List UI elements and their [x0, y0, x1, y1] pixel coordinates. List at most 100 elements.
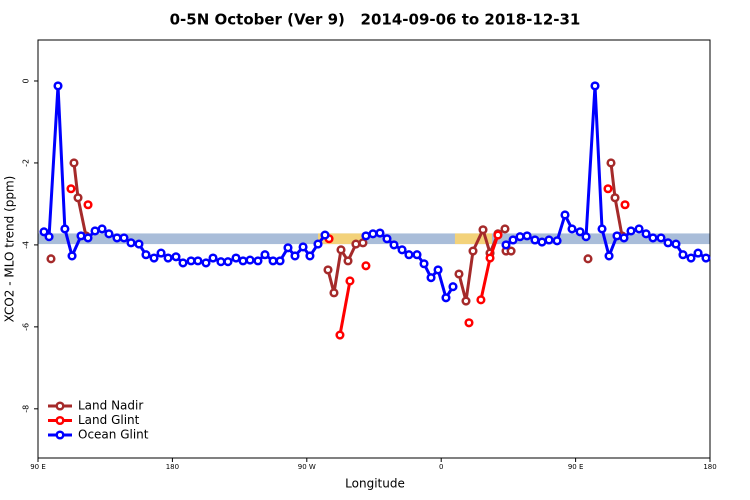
data-point [46, 254, 56, 264]
x-tick-label: 180 [703, 463, 716, 471]
data-point [419, 259, 429, 269]
data-point [66, 184, 76, 194]
data-point [39, 227, 49, 237]
data-point [73, 193, 83, 203]
data-point [336, 245, 346, 255]
data-point [663, 238, 673, 248]
x-tick-label: 90 E [30, 463, 46, 471]
coverage-band [454, 233, 492, 245]
data-point [506, 246, 516, 256]
data-point [53, 81, 63, 91]
data-point [97, 224, 107, 234]
data-point [441, 293, 451, 303]
data-point [208, 253, 218, 263]
data-point [216, 257, 226, 267]
x-tick-label: 0 [439, 463, 443, 471]
data-point [590, 81, 600, 91]
data-point [171, 252, 181, 262]
data-point [412, 250, 422, 260]
data-point [464, 318, 474, 328]
data-point [537, 237, 547, 247]
data-point [126, 238, 136, 248]
data-point [476, 295, 486, 305]
data-point [149, 253, 159, 263]
y-tick-label: -8 [22, 405, 31, 413]
data-point [323, 265, 333, 275]
data-point [358, 238, 368, 248]
data-point [389, 240, 399, 250]
data-point [351, 239, 361, 249]
series-line [479, 234, 500, 301]
data-point [193, 256, 203, 266]
y-tick-label: 0 [22, 78, 31, 83]
data-point [368, 229, 378, 239]
data-point [620, 200, 630, 210]
data-point [552, 236, 562, 246]
data-point [575, 227, 585, 237]
data-point [253, 256, 263, 266]
data-point [313, 239, 323, 249]
data-point [610, 193, 620, 203]
x-axis-label: Longitude [345, 477, 405, 491]
data-point [67, 251, 77, 261]
data-point [119, 233, 129, 243]
data-point [141, 250, 151, 260]
data-point [178, 258, 188, 268]
series-line [338, 280, 352, 336]
data-point [305, 251, 315, 261]
data-point [468, 246, 478, 256]
x-tick-label: 90 E [568, 463, 584, 471]
data-point [69, 158, 79, 168]
data-point [361, 261, 371, 271]
data-point [485, 253, 495, 263]
data-point [260, 250, 270, 260]
data-point [641, 229, 651, 239]
y-tick-label: -2 [22, 159, 31, 167]
series-line [505, 85, 707, 261]
data-point [597, 224, 607, 234]
legend-marker [55, 415, 65, 426]
data-point [515, 232, 525, 242]
plot-frame [37, 39, 711, 459]
data-point [448, 282, 458, 292]
y-tick-label: -6 [22, 323, 31, 331]
data-point [44, 232, 54, 242]
chart-title: 0-5N October (Ver 9) 2014-09-06 to 2018-… [170, 11, 581, 29]
data-point [656, 233, 666, 243]
data-point [454, 269, 464, 279]
data-point [619, 233, 629, 243]
data-point [478, 225, 488, 235]
data-point [603, 184, 613, 194]
legend-label: Land Nadir [78, 399, 143, 413]
data-point [134, 239, 144, 249]
data-point [290, 251, 300, 261]
data-point [375, 228, 385, 238]
data-point [530, 235, 540, 245]
data-point [612, 231, 622, 241]
data-point [329, 288, 339, 298]
data-point [238, 256, 248, 266]
legend-label: Land Glint [78, 413, 140, 427]
data-point [298, 242, 308, 252]
data-point [83, 233, 93, 243]
data-point [606, 158, 616, 168]
data-point [283, 243, 293, 253]
data-point [163, 253, 173, 263]
data-point [501, 240, 511, 250]
legend-label: Ocean Glint [78, 428, 149, 442]
data-point [581, 232, 591, 242]
legend-marker [55, 430, 65, 440]
y-axis-label: XCO2 - MLO trend (ppm) [3, 176, 17, 323]
data-point [60, 224, 70, 234]
data-point [678, 250, 688, 260]
data-point [83, 200, 93, 210]
data-point [583, 254, 593, 264]
data-point [522, 231, 532, 241]
data-point [701, 253, 711, 263]
data-point [90, 226, 100, 236]
coverage-band [38, 233, 710, 245]
data-point [461, 296, 471, 306]
data-point [560, 210, 570, 220]
data-point [245, 255, 255, 265]
